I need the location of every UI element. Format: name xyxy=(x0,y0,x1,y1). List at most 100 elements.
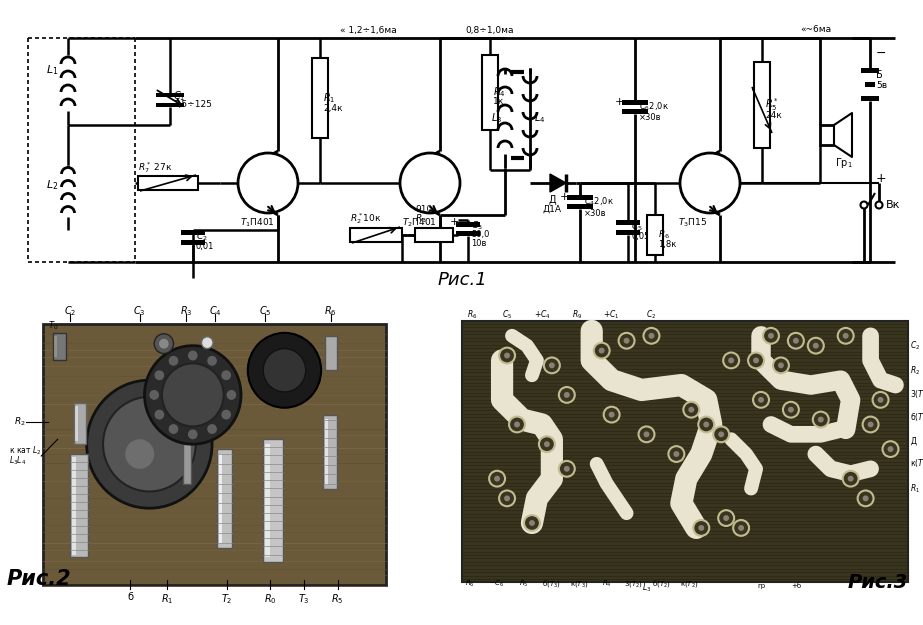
Circle shape xyxy=(154,370,164,380)
Circle shape xyxy=(699,525,704,531)
Bar xyxy=(138,176,198,190)
Bar xyxy=(312,58,328,138)
Text: $-C_6$: $-C_6$ xyxy=(489,579,505,589)
Text: 50,0: 50,0 xyxy=(471,231,489,239)
Circle shape xyxy=(808,338,823,354)
Circle shape xyxy=(838,328,854,344)
Circle shape xyxy=(699,417,714,432)
Circle shape xyxy=(222,370,231,380)
Text: $R_5$: $R_5$ xyxy=(520,579,529,589)
Bar xyxy=(156,103,184,107)
Circle shape xyxy=(188,351,198,361)
Circle shape xyxy=(544,441,550,447)
Circle shape xyxy=(888,446,893,452)
Text: Гр$_1$: Гр$_1$ xyxy=(835,156,853,170)
Circle shape xyxy=(818,417,823,422)
Text: б: б xyxy=(127,592,133,602)
Text: Рис.2: Рис.2 xyxy=(6,569,71,589)
Text: Д1А: Д1А xyxy=(543,204,561,214)
Text: $R_9$: $R_9$ xyxy=(571,308,581,321)
Text: $R_1$: $R_1$ xyxy=(910,482,920,495)
Circle shape xyxy=(608,412,615,418)
Text: $C_3$: $C_3$ xyxy=(471,220,483,232)
Text: $R_5$: $R_5$ xyxy=(331,592,343,606)
Bar xyxy=(54,336,56,357)
Text: $C_6$2,0к: $C_6$2,0к xyxy=(639,101,669,113)
Text: +б: +б xyxy=(791,583,801,589)
Bar xyxy=(156,93,184,97)
Circle shape xyxy=(703,421,709,428)
Circle shape xyxy=(639,426,654,442)
Text: $C_4$2,0к: $C_4$2,0к xyxy=(584,196,614,208)
Circle shape xyxy=(564,466,569,472)
Circle shape xyxy=(599,348,605,354)
Circle shape xyxy=(753,357,759,363)
Text: −: − xyxy=(876,46,886,59)
Text: « 1,2÷1,6ма: « 1,2÷1,6ма xyxy=(340,26,397,34)
Text: +: + xyxy=(615,97,624,107)
Circle shape xyxy=(618,333,634,349)
Circle shape xyxy=(863,496,869,501)
Text: 0,01: 0,01 xyxy=(196,242,214,251)
Text: $R_4$: $R_4$ xyxy=(493,85,506,99)
Bar xyxy=(183,444,191,484)
Circle shape xyxy=(159,339,169,349)
Bar xyxy=(647,215,663,255)
Bar xyxy=(820,125,834,145)
Circle shape xyxy=(748,352,764,368)
Text: $L_4$: $L_4$ xyxy=(534,111,545,125)
Bar xyxy=(462,321,908,582)
Text: Рис.3: Рис.3 xyxy=(848,573,908,592)
Text: $L_2$: $L_2$ xyxy=(46,178,58,192)
Circle shape xyxy=(783,402,799,418)
Polygon shape xyxy=(834,113,852,157)
Bar xyxy=(265,444,270,558)
Circle shape xyxy=(558,387,575,402)
Circle shape xyxy=(544,357,560,373)
Text: $R_2^*$10к: $R_2^*$10к xyxy=(350,211,381,226)
Circle shape xyxy=(154,334,174,354)
Circle shape xyxy=(758,397,764,402)
Text: 0,05: 0,05 xyxy=(631,232,650,241)
Text: $L_3$: $L_3$ xyxy=(641,581,651,594)
Text: $C_5$: $C_5$ xyxy=(502,308,512,321)
Bar xyxy=(75,406,78,441)
Text: $T_2$П401: $T_2$П401 xyxy=(402,217,437,229)
Text: $C_5$: $C_5$ xyxy=(631,221,642,233)
Circle shape xyxy=(145,346,241,444)
Circle shape xyxy=(504,496,510,501)
Circle shape xyxy=(773,357,789,373)
Text: $R_6$: $R_6$ xyxy=(465,579,475,589)
Text: к($T_2$): к($T_2$) xyxy=(680,579,699,589)
Polygon shape xyxy=(550,174,566,192)
Text: 10в: 10в xyxy=(471,239,486,248)
Bar xyxy=(323,414,337,489)
Circle shape xyxy=(649,333,654,339)
Circle shape xyxy=(162,363,223,426)
Circle shape xyxy=(724,515,729,521)
Bar xyxy=(567,195,593,200)
Text: 0,8÷1,0ма: 0,8÷1,0ма xyxy=(465,26,513,34)
Circle shape xyxy=(683,402,700,418)
Circle shape xyxy=(201,337,213,349)
Text: $R_5^*$: $R_5^*$ xyxy=(765,97,779,113)
Text: б($T_1$): б($T_1$) xyxy=(910,411,923,424)
Circle shape xyxy=(593,342,609,359)
Text: $R_3$: $R_3$ xyxy=(180,304,192,318)
Text: $C_2$: $C_2$ xyxy=(196,231,208,243)
Bar xyxy=(263,439,282,562)
Circle shape xyxy=(778,362,784,368)
Text: 5в: 5в xyxy=(876,81,887,89)
Text: к($T_1$): к($T_1$) xyxy=(910,458,923,470)
Bar xyxy=(456,231,480,236)
Text: $R_2$: $R_2$ xyxy=(14,415,26,428)
Text: $R_6$: $R_6$ xyxy=(325,304,337,318)
Circle shape xyxy=(872,392,889,408)
Circle shape xyxy=(733,520,749,536)
Text: 3($T_1$): 3($T_1$) xyxy=(910,389,923,401)
Text: 910: 910 xyxy=(415,206,432,214)
Text: Б: Б xyxy=(876,70,882,80)
Circle shape xyxy=(103,397,196,491)
Bar xyxy=(622,100,648,105)
Circle shape xyxy=(876,201,882,209)
